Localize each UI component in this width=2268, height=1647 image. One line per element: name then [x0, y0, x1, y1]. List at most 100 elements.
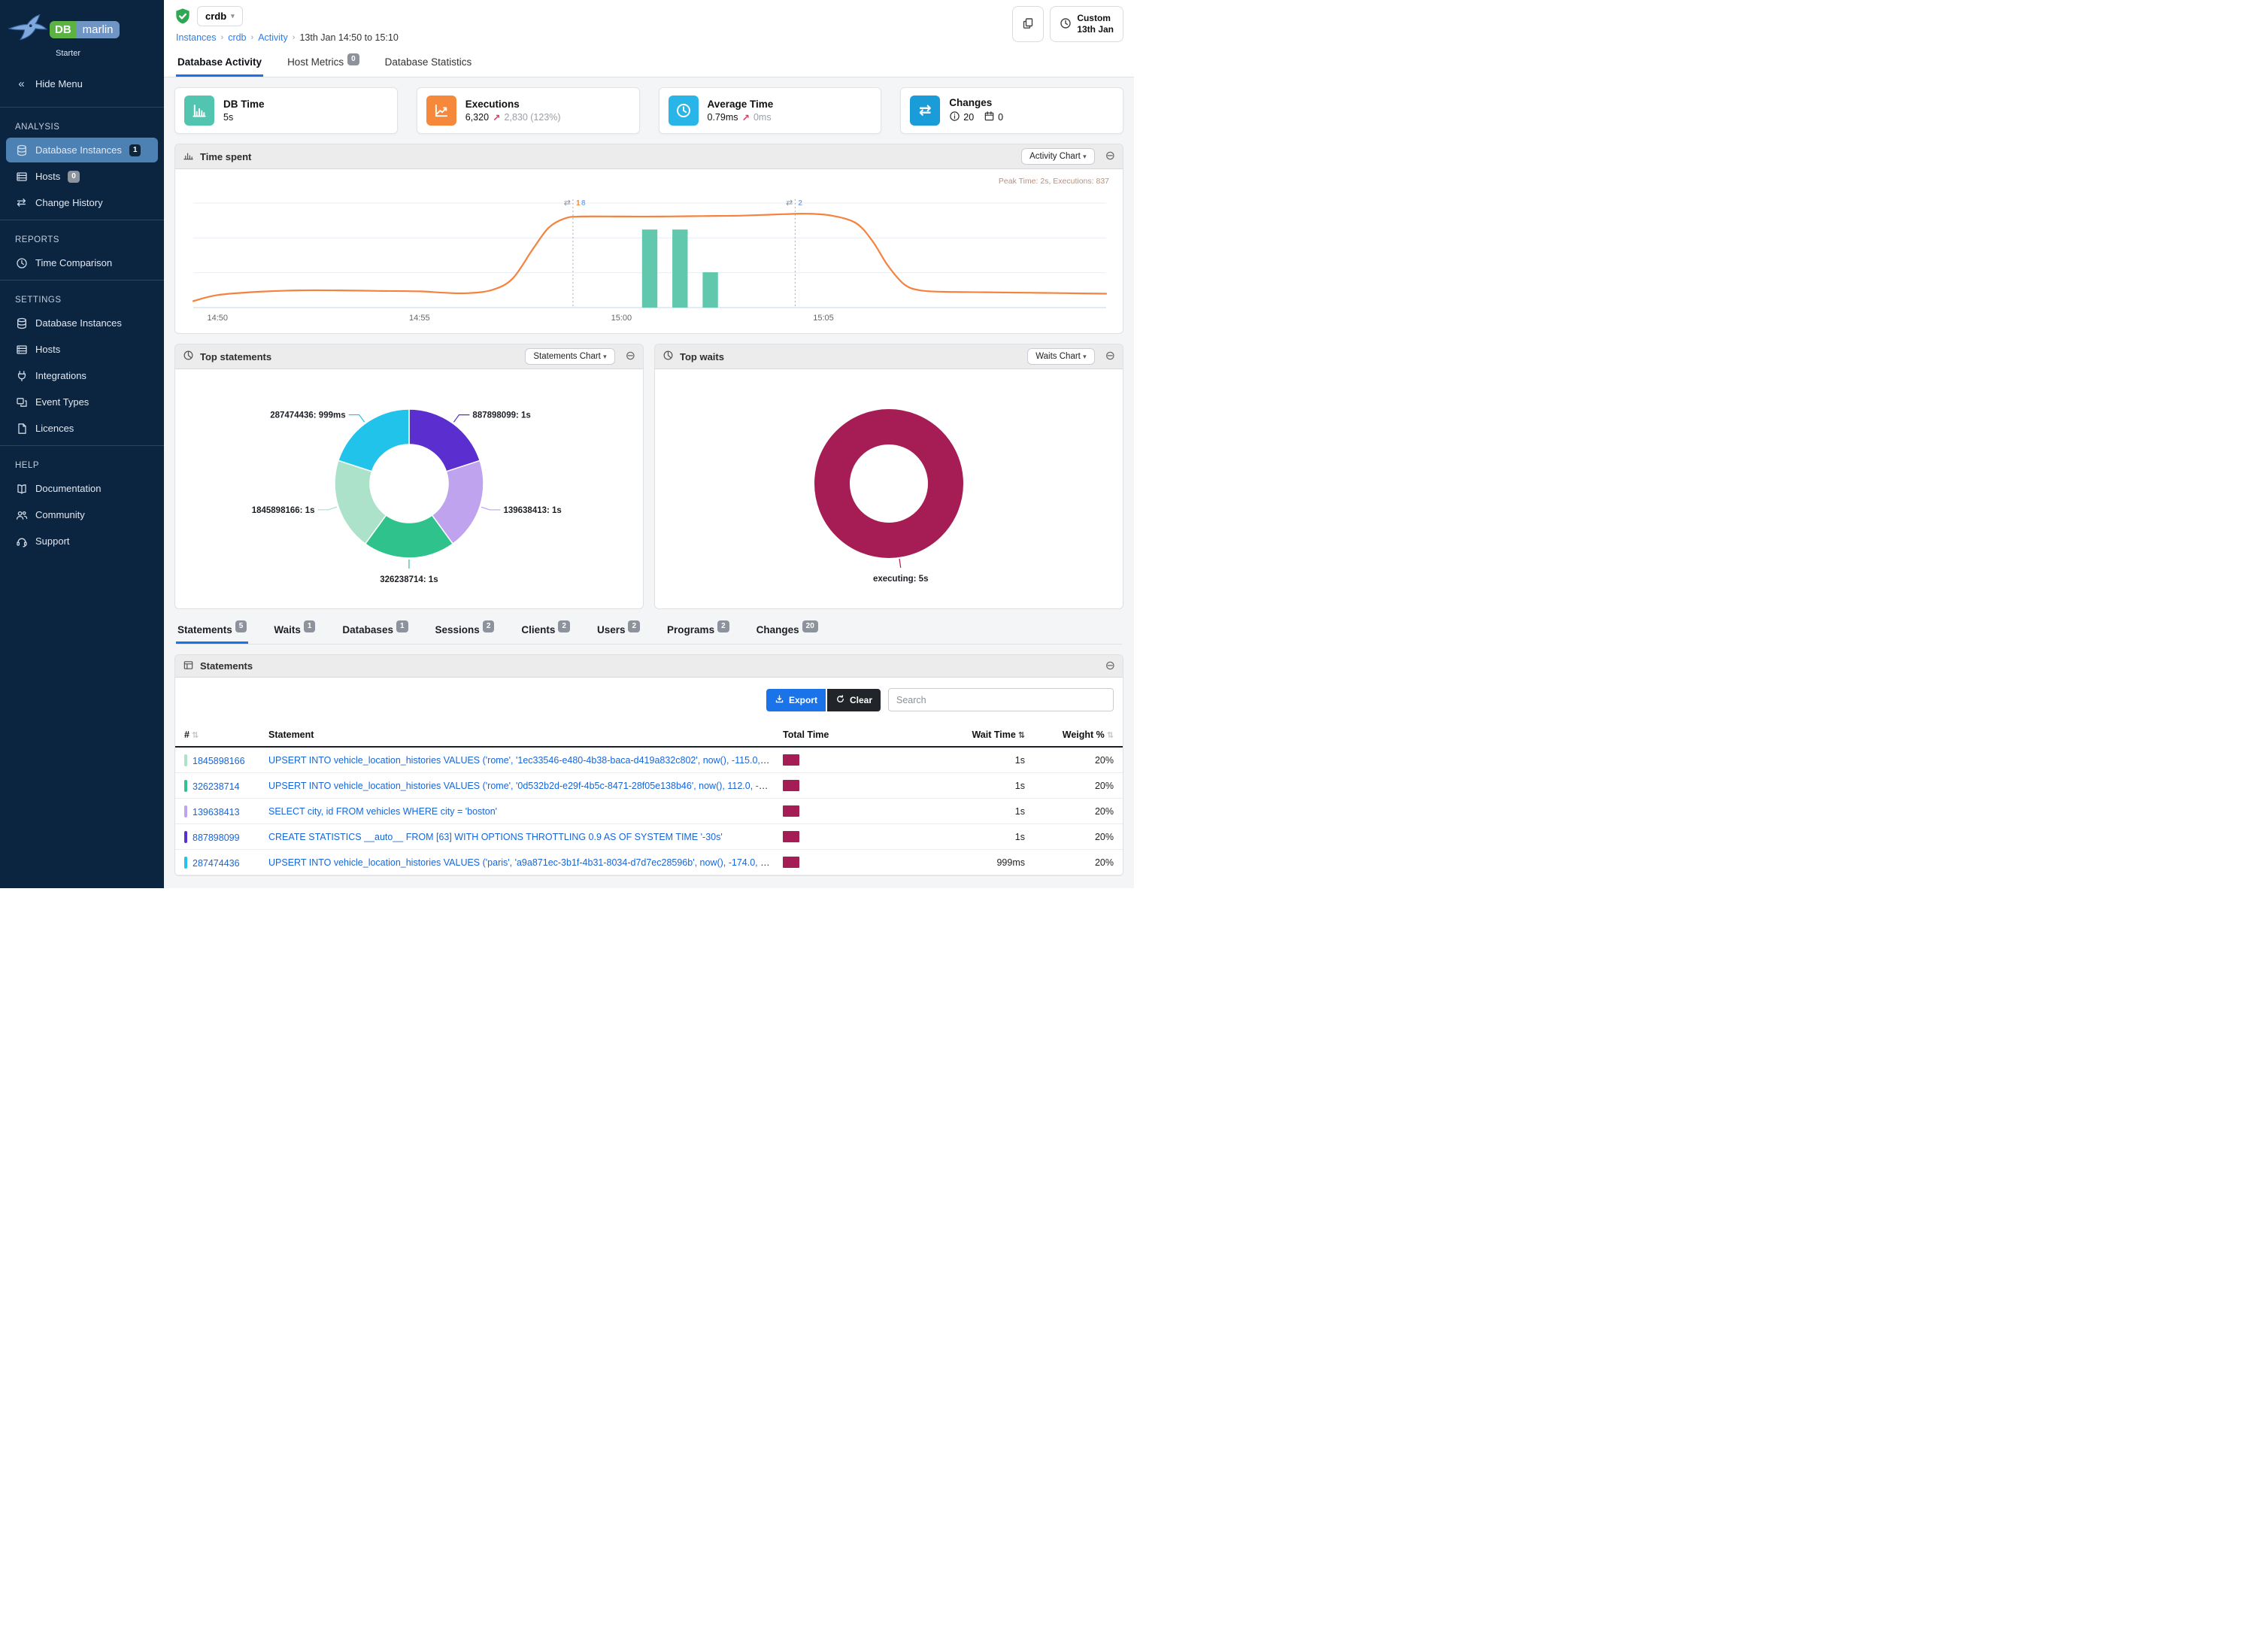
- tab-label: Statements: [177, 624, 232, 635]
- tab-label: Sessions: [435, 624, 480, 635]
- sidebar-item-hosts[interactable]: Hosts 0: [6, 164, 158, 189]
- time-range-button[interactable]: Custom 13th Jan: [1050, 6, 1123, 42]
- tab-waits[interactable]: Waits 1: [272, 620, 317, 644]
- sidebar-item-label: Integrations: [35, 370, 86, 381]
- sidebar-item-community[interactable]: Community: [6, 502, 158, 527]
- sidebar-item-licences[interactable]: Licences: [6, 416, 158, 441]
- sidebar-item-time-comparison[interactable]: Time Comparison: [6, 250, 158, 275]
- change-icon: ⇄: [17, 196, 26, 209]
- count-badge: 2: [482, 620, 495, 632]
- tab-changes[interactable]: Changes 20: [755, 620, 820, 644]
- time-spent-svg: 14:50 14:55 15:00 15:05 ⇄ 1 8 ⇄ 2: [192, 199, 1108, 323]
- activity-chart-select[interactable]: Activity Chart ▾: [1021, 148, 1095, 165]
- copy-button[interactable]: [1012, 6, 1045, 42]
- kpi-card-changes: ⇄ Changes 20 0: [900, 87, 1123, 134]
- weight-value: 20%: [1094, 857, 1114, 868]
- column-header-weight[interactable]: Weight % ⇅: [1062, 729, 1114, 740]
- tab-databases[interactable]: Databases 1: [341, 620, 409, 644]
- sidebar-item-database-instances[interactable]: Database Instances 1: [6, 138, 158, 162]
- statement-id-link[interactable]: 1845898166: [193, 755, 245, 766]
- column-header-[interactable]: # ⇅: [184, 729, 199, 740]
- top_waits-svg: executing: 5s: [814, 409, 963, 584]
- statement-color-chip: [184, 830, 187, 843]
- sidebar-item-event-types[interactable]: Event Types: [6, 390, 158, 414]
- tab-sessions[interactable]: Sessions 2: [434, 620, 496, 644]
- breadcrumb-separator: ›: [220, 33, 224, 42]
- statement-link[interactable]: SELECT city, id FROM vehicles WHERE city…: [268, 805, 498, 817]
- breadcrumb-item-activity[interactable]: Activity: [258, 32, 288, 43]
- column-header-total-time[interactable]: Total Time: [783, 729, 829, 740]
- sidebar-item-documentation[interactable]: Documentation: [6, 476, 158, 501]
- table-row: 287474436 UPSERT INTO vehicle_location_hi…: [175, 850, 1123, 875]
- export-button[interactable]: Export: [766, 688, 826, 711]
- svg-text:287474436: 999ms: 287474436: 999ms: [270, 411, 345, 420]
- sidebar-item-integrations[interactable]: Integrations: [6, 363, 158, 388]
- tab-host-metrics[interactable]: Host Metrics 0: [286, 49, 361, 77]
- tab-label: Databases: [342, 624, 393, 635]
- main: crdb ▾ Instances › crdb › Activity › 13th Jan …: [164, 0, 1134, 888]
- count-badge: 1: [303, 620, 316, 632]
- table-row: 326238714 UPSERT INTO vehicle_location_hi…: [175, 773, 1123, 799]
- waits-chart-select[interactable]: Waits Chart ▾: [1027, 348, 1095, 365]
- table-body: 1845898166 UPSERT INTO vehicle_location_h…: [175, 748, 1123, 875]
- licence-icon: [15, 422, 28, 435]
- weight-value: 20%: [1094, 805, 1114, 817]
- sort-icon: ⇅: [1017, 731, 1025, 740]
- statement-color-chip: [184, 805, 187, 817]
- statement-link[interactable]: CREATE STATISTICS __auto__ FROM [63] WIT…: [268, 831, 723, 842]
- kpi-card-executions: Executions 6,320 ↗ 2,830 (123%): [416, 87, 640, 134]
- sidebar-item-database-instances[interactable]: Database Instances: [6, 311, 158, 335]
- sidebar-item-label: Change History: [35, 197, 103, 208]
- collapse-icon[interactable]: ⊖: [1105, 150, 1115, 162]
- sidebar-sections: ANALYSIS Database Instances 1 Hosts 0 ⇄ Change…: [0, 112, 164, 554]
- server-icon: [15, 170, 28, 183]
- sidebar-item-hosts[interactable]: Hosts: [6, 337, 158, 362]
- tab-database-statistics[interactable]: Database Statistics: [384, 49, 474, 77]
- collapse-icon[interactable]: ⊖: [1105, 350, 1115, 362]
- statement-link[interactable]: UPSERT INTO vehicle_location_histories V…: [268, 857, 783, 868]
- tab-label: Programs: [667, 624, 715, 635]
- breadcrumb-item-crdb[interactable]: crdb: [228, 32, 247, 43]
- sidebar: DB marlin Starter « Hide Menu ANALYSIS Da…: [0, 0, 164, 888]
- svg-text:15:05: 15:05: [813, 314, 834, 323]
- tab-users[interactable]: Users 2: [596, 620, 641, 644]
- tab-programs[interactable]: Programs 2: [666, 620, 731, 644]
- clear-button[interactable]: Clear: [826, 688, 881, 711]
- statement-id-link[interactable]: 326238714: [193, 781, 240, 792]
- tab-statements[interactable]: Statements 5: [176, 620, 249, 644]
- sidebar-item-support[interactable]: Support: [6, 529, 158, 554]
- statements-chart-select[interactable]: Statements Chart ▾: [525, 348, 615, 365]
- kpi-value-row: 0.79ms ↗ 0ms: [708, 112, 774, 123]
- total-time-bar: [783, 857, 799, 868]
- section-title-settings: SETTINGS: [15, 296, 62, 305]
- kpi-bar-icon: [184, 96, 214, 126]
- collapse-icon[interactable]: ⊖: [1105, 659, 1115, 672]
- statement-id-link[interactable]: 287474436: [193, 857, 240, 869]
- table-row: 139638413 SELECT city, id FROM vehicles W…: [175, 799, 1123, 824]
- tab-database-activity[interactable]: Database Activity: [176, 49, 264, 77]
- statement-link[interactable]: UPSERT INTO vehicle_location_histories V…: [268, 780, 775, 791]
- column-header-statement[interactable]: Statement: [268, 729, 314, 740]
- database-icon: [15, 144, 28, 156]
- health-shield-icon: [174, 8, 191, 26]
- tab-clients[interactable]: Clients 2: [520, 620, 572, 644]
- collapse-icon[interactable]: ⊖: [625, 350, 635, 362]
- kpi-extra: 20: [949, 111, 974, 124]
- statement-id-link[interactable]: 139638413: [193, 806, 240, 817]
- svg-text:14:55: 14:55: [409, 314, 430, 323]
- sidebar-item-change-history[interactable]: ⇄ Change History: [6, 190, 158, 215]
- sidebar-divider: [0, 107, 164, 108]
- kpi-label: DB Time: [223, 99, 265, 110]
- search-input[interactable]: [888, 688, 1114, 711]
- copy-icon: [1022, 17, 1034, 32]
- column-header-wait-time[interactable]: Wait Time ⇅: [972, 729, 1025, 740]
- statement-id-link[interactable]: 887898099: [193, 832, 240, 843]
- breadcrumb-item-instances[interactable]: Instances: [176, 32, 217, 43]
- count-badge: 1: [396, 620, 408, 632]
- top-waits-chart: executing: 5s: [655, 369, 1123, 608]
- instance-selector[interactable]: crdb ▾: [197, 6, 243, 26]
- book-icon: [15, 482, 28, 495]
- hide-menu-button[interactable]: « Hide Menu: [6, 68, 158, 99]
- statement-link[interactable]: UPSERT INTO vehicle_location_histories V…: [268, 754, 783, 766]
- kpi-value: 5s: [223, 112, 234, 123]
